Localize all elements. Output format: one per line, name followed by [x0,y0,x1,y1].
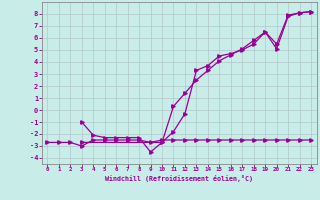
X-axis label: Windchill (Refroidissement éolien,°C): Windchill (Refroidissement éolien,°C) [105,175,253,182]
